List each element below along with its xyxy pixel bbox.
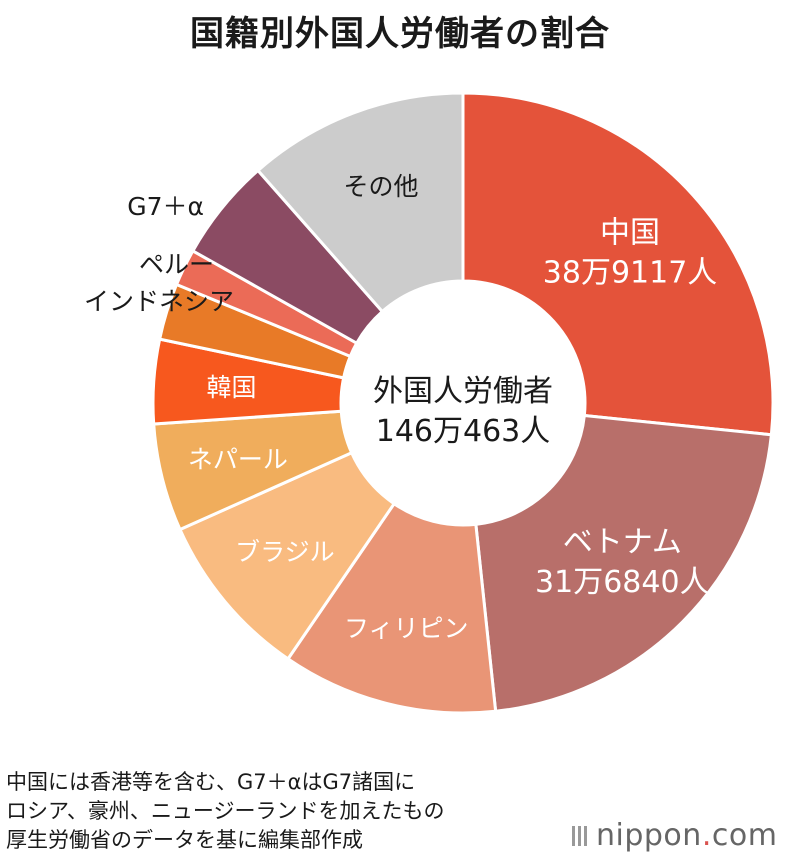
brand-suffix: com <box>711 818 778 853</box>
brand-name: nippon <box>596 818 702 853</box>
donut-hole <box>341 281 585 525</box>
slice-label-5: 韓国 <box>207 373 257 402</box>
slice-label-8: G7＋α <box>127 192 204 221</box>
slice-label-6: インドネシア <box>84 287 234 316</box>
slice-value-label-0: 38万9117人 <box>543 255 718 290</box>
slice-label-7: ペルー <box>139 250 214 279</box>
slice-label-2: フィリピン <box>344 614 469 643</box>
slice-label-0: 中国 <box>600 215 660 250</box>
brand-bars-icon <box>572 819 590 854</box>
center-label-line2: 146万463人 <box>376 414 551 449</box>
slice-value-label-1: 31万6840人 <box>535 565 710 600</box>
brand-logo: nippon.com <box>572 818 777 854</box>
slices-group <box>151 91 775 715</box>
chart-title: 国籍別外国人労働者の割合 <box>190 14 610 54</box>
footnotes: 中国には香港等を含む、G7＋αはG7諸国に ロシア、豪州、ニュージーランドを加え… <box>6 768 444 855</box>
footnote-line: ロシア、豪州、ニュージーランドを加えたもの <box>6 799 445 823</box>
brand-dot: . <box>701 818 712 853</box>
slice-label-3: ブラジル <box>235 538 335 567</box>
slice-label-4: ネパール <box>188 445 288 474</box>
footnote-line: 中国には香港等を含む、G7＋αはG7諸国に <box>6 770 416 794</box>
footnote-line: 厚生労働省のデータを基に編集部作成 <box>6 828 363 852</box>
center-label-line1: 外国人労働者 <box>373 374 553 409</box>
slice-label-1: ベトナム <box>563 525 682 560</box>
slice-label-9: その他 <box>343 172 418 201</box>
